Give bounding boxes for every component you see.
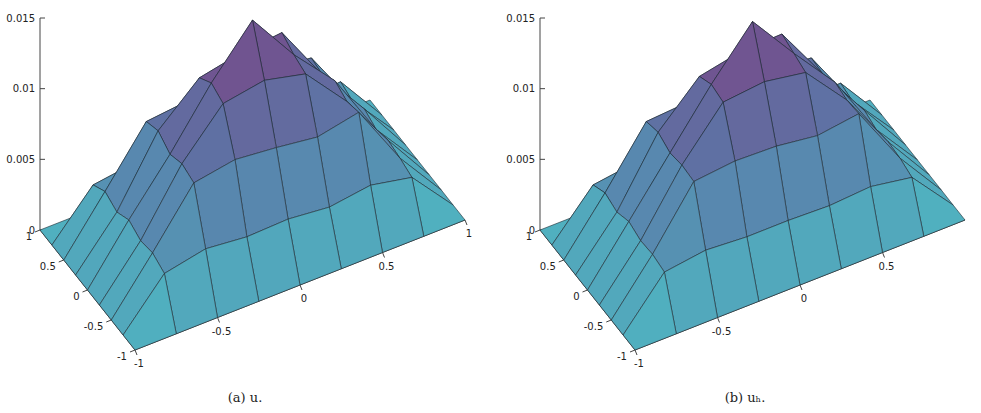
x-tick-label: 1	[466, 228, 472, 239]
figure: 0 0.005 0.01 0.015 -1 -0.5 0 0.5 1 -1 -0.5 0 0.5 1 (a)…	[0, 0, 981, 413]
x-tick	[800, 285, 802, 290]
y-tick	[83, 290, 88, 292]
caption: (b) uₕ.	[725, 390, 766, 405]
y-tick	[583, 290, 588, 292]
y-tick-label: -1	[117, 351, 127, 362]
x-tick-label: 0.5	[379, 261, 395, 272]
surface	[40, 20, 465, 350]
y-tick	[130, 350, 135, 352]
x-tick-label: 0	[801, 293, 807, 304]
y-tick-label: 0.5	[540, 261, 556, 272]
y-tick	[535, 230, 540, 232]
x-tick	[218, 318, 220, 323]
y-tick	[559, 260, 564, 262]
z-tick-label: 0.01	[513, 83, 535, 94]
y-tick-label: -0.5	[584, 321, 604, 332]
surface-cell	[623, 272, 676, 350]
y-tick-label: 0	[73, 291, 79, 302]
z-tick	[40, 18, 45, 19]
x-tick	[635, 350, 637, 355]
x-tick	[883, 253, 885, 258]
y-tick-label: 1	[26, 231, 32, 242]
z-tick-label: 0.005	[6, 154, 35, 165]
x-tick-label: -0.5	[212, 326, 232, 337]
x-tick	[383, 253, 385, 258]
z-tick	[40, 159, 45, 160]
z-axis	[40, 18, 41, 230]
x-tick	[465, 220, 467, 225]
z-tick-label: 0.01	[13, 83, 35, 94]
z-tick-label: 0.015	[506, 13, 535, 24]
y-tick-label: 0	[573, 291, 579, 302]
surface-cell	[123, 274, 176, 351]
surface	[540, 22, 965, 351]
y-tick	[606, 320, 611, 322]
y-tick	[59, 260, 64, 262]
x-tick-label: -1	[134, 358, 144, 369]
y-tick	[630, 350, 635, 352]
x-tick-label: 0.5	[879, 261, 895, 272]
caption: (a) u.	[228, 390, 263, 405]
x-tick-label: -0.5	[712, 326, 732, 337]
y-tick-label: -1	[617, 351, 627, 362]
x-tick-label: 0	[301, 293, 307, 304]
x-tick-label: -1	[634, 358, 644, 369]
y-tick	[35, 230, 40, 232]
x-tick	[718, 318, 720, 323]
y-tick-label: -0.5	[84, 321, 104, 332]
z-tick-label: 0.015	[6, 13, 35, 24]
y-tick-label: 1	[526, 231, 532, 242]
y-tick	[106, 320, 111, 322]
y-tick-label: 0.5	[40, 261, 56, 272]
panel: 00.0050.010.015-1-0.500.51-1-0.500.5(b) …	[506, 13, 965, 406]
z-tick	[540, 88, 545, 89]
z-tick	[540, 159, 545, 160]
z-tick	[540, 18, 545, 19]
z-tick	[40, 88, 45, 89]
x-tick	[300, 285, 302, 290]
x-tick	[135, 350, 137, 355]
panel: 00.0050.010.015-1-0.500.51-1-0.500.51(a)…	[6, 13, 472, 406]
z-axis	[540, 18, 541, 230]
z-tick-label: 0.005	[506, 154, 535, 165]
